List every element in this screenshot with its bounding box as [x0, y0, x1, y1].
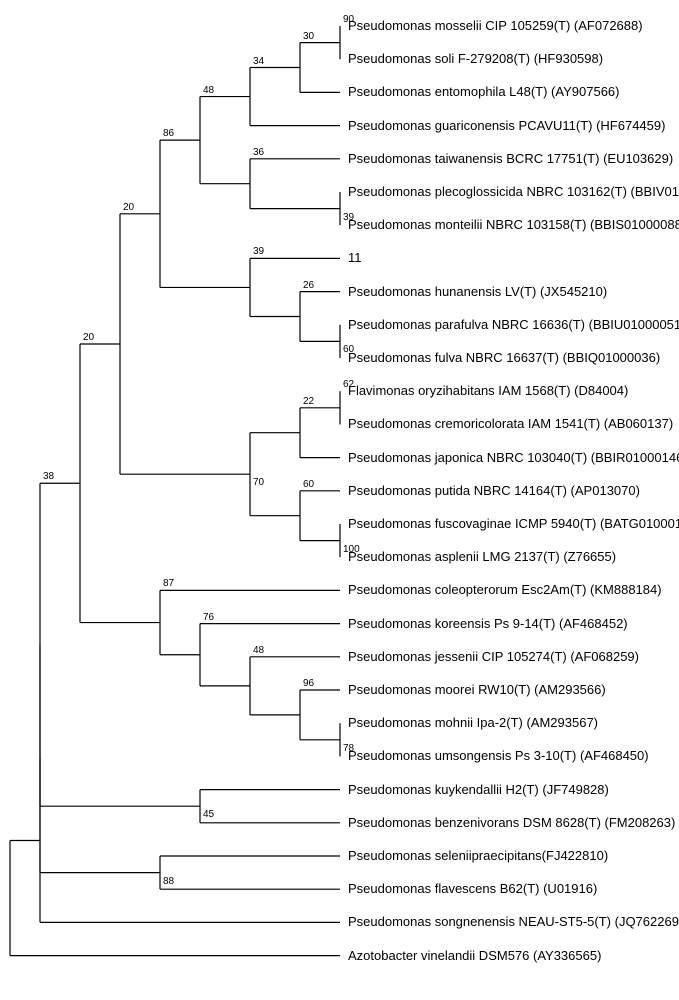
- bootstrap-value: 78: [343, 744, 354, 754]
- bootstrap-value: 36: [253, 148, 264, 158]
- leaf-label: Pseudomonas monteilii NBRC 103158(T) (BB…: [348, 218, 679, 231]
- leaf-label: Flavimonas oryzihabitans IAM 1568(T) (D8…: [348, 384, 628, 397]
- leaf-label: Pseudomonas parafulva NBRC 16636(T) (BBI…: [348, 318, 679, 331]
- leaf-label: Pseudomonas asplenii LMG 2137(T) (Z76655…: [348, 550, 616, 563]
- leaf-label: Pseudomonas koreensis Ps 9-14(T) (AF4684…: [348, 617, 628, 630]
- leaf-label: Pseudomonas entomophila L48(T) (AY907566…: [348, 85, 619, 98]
- bootstrap-value: 39: [253, 247, 264, 257]
- leaf-label: Pseudomonas taiwanensis BCRC 17751(T) (E…: [348, 152, 673, 165]
- bootstrap-value: 88: [163, 877, 174, 887]
- bootstrap-value: 45: [203, 810, 214, 820]
- leaf-label: Pseudomonas fulva NBRC 16637(T) (BBIQ010…: [348, 351, 660, 364]
- leaf-label: Pseudomonas coleopterorum Esc2Am(T) (KM8…: [348, 583, 662, 596]
- bootstrap-value: 48: [253, 646, 264, 656]
- bootstrap-value: 86: [163, 129, 174, 139]
- leaf-label: Pseudomonas seleniipraecipitans(FJ422810…: [348, 849, 608, 862]
- bootstrap-value: 20: [83, 333, 94, 343]
- bootstrap-value: 87: [163, 579, 174, 589]
- bootstrap-value: 70: [253, 478, 264, 488]
- bootstrap-value: 96: [303, 679, 314, 689]
- leaf-label: Pseudomonas plecoglossicida NBRC 103162(…: [348, 185, 679, 198]
- leaf-label: Pseudomonas songnenensis NEAU-ST5-5(T) (…: [348, 915, 679, 928]
- bootstrap-value: 34: [253, 57, 264, 67]
- bootstrap-value: 38: [43, 472, 54, 482]
- bootstrap-value: 26: [303, 281, 314, 291]
- bootstrap-value: 76: [203, 613, 214, 623]
- bootstrap-value: 20: [123, 203, 134, 213]
- leaf-label: Pseudomonas flavescens B62(T) (U01916): [348, 882, 597, 895]
- bootstrap-value: 30: [303, 32, 314, 42]
- leaf-label: Pseudomonas fuscovaginae ICMP 5940(T) (B…: [348, 517, 679, 530]
- leaf-label: 11: [348, 251, 362, 264]
- leaf-label: Pseudomonas hunanensis LV(T) (JX545210): [348, 285, 607, 298]
- leaf-label: Azotobacter vinelandii DSM576 (AY336565): [348, 949, 601, 962]
- leaf-label: Pseudomonas mosselii CIP 105259(T) (AF07…: [348, 19, 643, 32]
- bootstrap-value: 60: [303, 480, 314, 490]
- bootstrap-value: 48: [203, 86, 214, 96]
- bootstrap-value: 62: [343, 380, 354, 390]
- leaf-label: Pseudomonas benzenivorans DSM 8628(T) (F…: [348, 816, 675, 829]
- leaf-label: Pseudomonas umsongensis Ps 3-10(T) (AF46…: [348, 749, 649, 762]
- leaf-label: Pseudomonas guariconensis PCAVU11(T) (HF…: [348, 119, 665, 132]
- leaf-label: Pseudomonas moorei RW10(T) (AM293566): [348, 683, 606, 696]
- bootstrap-value: 100: [343, 545, 360, 555]
- bootstrap-value: 90: [343, 15, 354, 25]
- bootstrap-value: 39: [343, 213, 354, 223]
- bootstrap-value: 22: [303, 397, 314, 407]
- leaf-label: Pseudomonas mohnii Ipa-2(T) (AM293567): [348, 716, 598, 729]
- leaf-label: Pseudomonas cremoricolorata IAM 1541(T) …: [348, 417, 673, 430]
- leaf-label: Pseudomonas putida NBRC 14164(T) (AP0130…: [348, 484, 640, 497]
- bootstrap-value: 60: [343, 345, 354, 355]
- leaf-label: Pseudomonas japonica NBRC 103040(T) (BBI…: [348, 451, 679, 464]
- leaf-label: Pseudomonas jessenii CIP 105274(T) (AF06…: [348, 650, 639, 663]
- leaf-label: Pseudomonas soli F-279208(T) (HF930598): [348, 52, 603, 65]
- leaf-label: Pseudomonas kuykendallii H2(T) (JF749828…: [348, 783, 609, 796]
